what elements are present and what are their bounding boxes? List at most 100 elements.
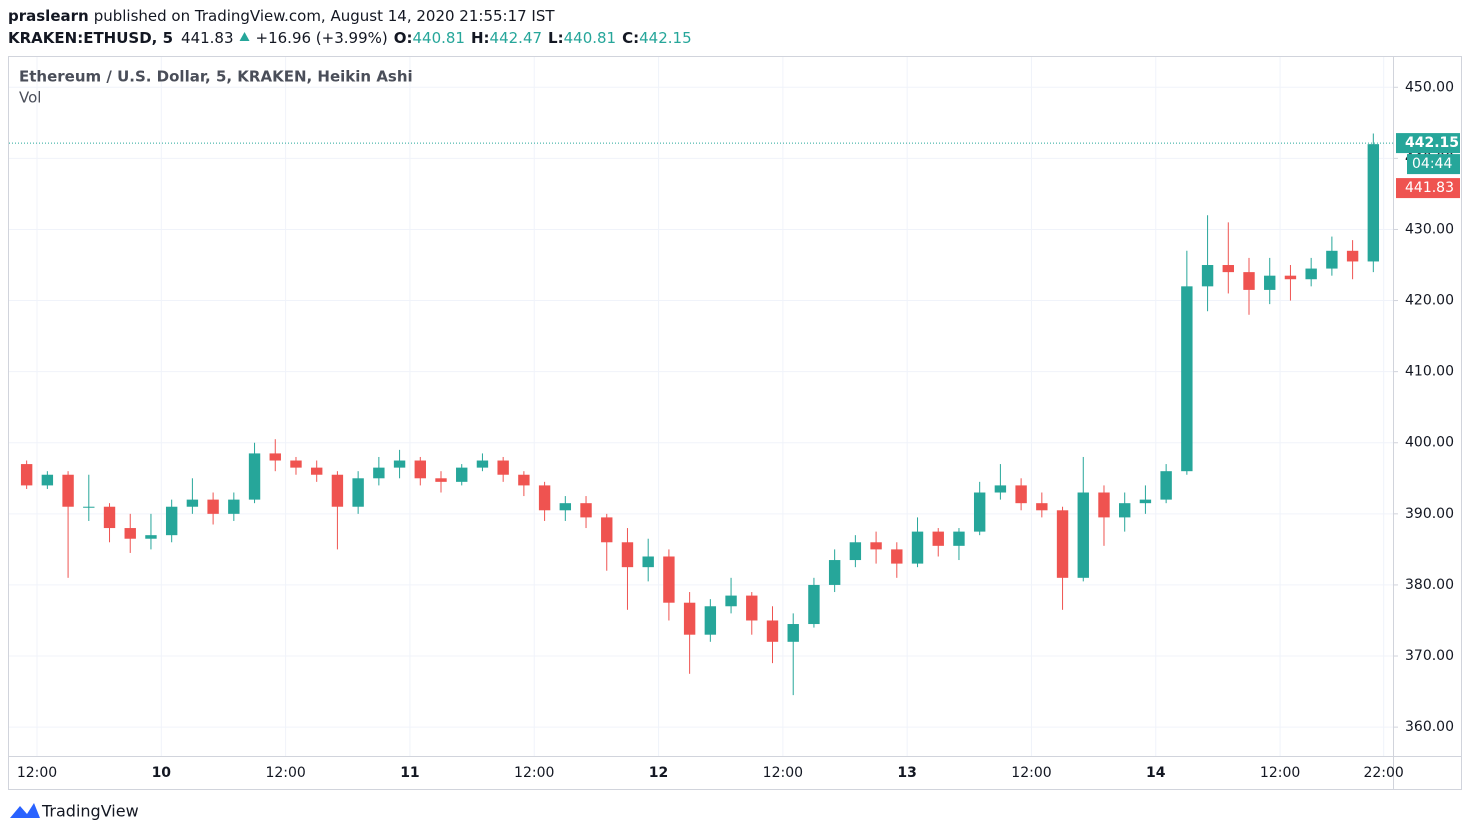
candle-body (1139, 499, 1152, 504)
candle-body (538, 485, 551, 511)
candle-body (373, 467, 385, 479)
x-tick-label: 11 (400, 765, 419, 781)
candle-body (973, 492, 986, 532)
candle-body (683, 602, 696, 635)
candle-body (642, 556, 654, 568)
ohlc-key: C: (622, 29, 639, 47)
countdown: 04:44 (1412, 156, 1452, 172)
ohlc-key: O: (394, 29, 413, 47)
logo: TradingView (10, 802, 139, 821)
candle-body (994, 485, 1007, 493)
candle-body (41, 474, 54, 486)
logo-icon (10, 803, 40, 818)
y-tick-label: 410.00 (1405, 364, 1454, 380)
candle-body (62, 474, 74, 507)
candle-body (891, 549, 903, 564)
candle-body (435, 478, 447, 482)
candle-body (787, 624, 799, 642)
candle-body (248, 453, 261, 500)
candle-body (83, 506, 95, 508)
candle-body (1077, 492, 1089, 578)
y-tick-label: 390.00 (1405, 506, 1454, 522)
change: +16.96 (+3.99%) (256, 29, 388, 47)
x-tick-label: 12:00 (763, 765, 803, 781)
candle-body (1222, 265, 1234, 273)
chart-title: Ethereum / U.S. Dollar, 5, KRAKEN, Heiki… (19, 68, 413, 86)
candle-body (1098, 492, 1110, 518)
candle-body (1036, 503, 1048, 511)
candle-body (476, 460, 489, 468)
ohlc-key: L: (548, 29, 564, 47)
up-arrow (239, 32, 250, 41)
y-tick-label: 420.00 (1405, 293, 1454, 309)
candle-body (849, 542, 862, 561)
candle-body (932, 531, 944, 546)
candle-body (20, 464, 33, 486)
candle-body (311, 467, 323, 475)
candle-body (559, 503, 572, 511)
candle-body (414, 460, 426, 479)
x-tick-label: 12:00 (265, 765, 305, 781)
candle-body (725, 595, 737, 607)
candle-body (1160, 471, 1172, 500)
candle-body (1264, 275, 1276, 290)
candle-body (1015, 485, 1027, 504)
candle-body (331, 474, 344, 507)
price-tags: 442.15 04:44 441.83 (9, 133, 1460, 199)
candle-body (1181, 286, 1193, 472)
x-tick-label: 12:00 (514, 765, 554, 781)
candle-body (808, 584, 820, 625)
candle-body (207, 499, 219, 514)
candle-body (124, 528, 136, 539)
candle-body (186, 499, 199, 507)
grid: 360.00 370.00 380.00 390.00 400.00 410.00 420.… (9, 57, 1454, 781)
candle-body (580, 503, 592, 518)
ohlc-value: 440.81 (564, 29, 617, 47)
candle-body (911, 531, 924, 564)
candle-body (621, 542, 634, 568)
candle-body (165, 506, 178, 536)
y-tick-label: 360.00 (1405, 719, 1454, 735)
candle-body (103, 506, 116, 529)
published: published on TradingView.com, August 14,… (94, 7, 556, 25)
y-tick-label: 370.00 (1405, 648, 1454, 664)
y-tick-label: 400.00 (1405, 435, 1454, 451)
candle-body (497, 460, 509, 475)
candle-body (1346, 250, 1359, 262)
x-tick-label: 12 (649, 765, 668, 781)
x-tick-label: 12:00 (17, 765, 57, 781)
header-line: praslearn published on TradingView.com, A… (8, 7, 555, 25)
candle-body (870, 542, 882, 550)
ohlc: O:440.81 H:442.47 L:440.81 C:442.15 (394, 29, 692, 47)
ohlc-key: H: (471, 29, 490, 47)
candle-body (1201, 265, 1214, 287)
candle-body (704, 606, 717, 635)
candle-body (953, 531, 965, 546)
prev-price-tag (1396, 178, 1460, 199)
prev-price-label: 441.83 (1405, 180, 1454, 196)
candle-body (456, 467, 468, 482)
candle-body (290, 460, 302, 468)
candle-body (746, 595, 758, 621)
y-tick-label: 430.00 (1405, 221, 1454, 237)
x-tick-label: 12:00 (1011, 765, 1051, 781)
ohlc-value: 442.47 (490, 29, 543, 47)
author: praslearn (8, 7, 89, 25)
countdown-tag (1407, 154, 1460, 175)
candle-body (269, 453, 281, 461)
x-tick-label: 10 (152, 765, 172, 781)
candles (20, 133, 1380, 696)
last-price-tag (1396, 133, 1460, 154)
chart-frame (8, 56, 1462, 790)
candle-body (1367, 144, 1380, 262)
candle-body (145, 535, 157, 539)
ohlc-value: 440.81 (412, 29, 465, 47)
x-tick-label: 22:00 (1363, 765, 1403, 781)
candle-body (393, 460, 406, 468)
candle-body (518, 474, 530, 486)
y-tick-label: 450.00 (1405, 79, 1454, 95)
last-price-label: 442.15 (1405, 135, 1459, 151)
candle-body (1119, 503, 1131, 518)
